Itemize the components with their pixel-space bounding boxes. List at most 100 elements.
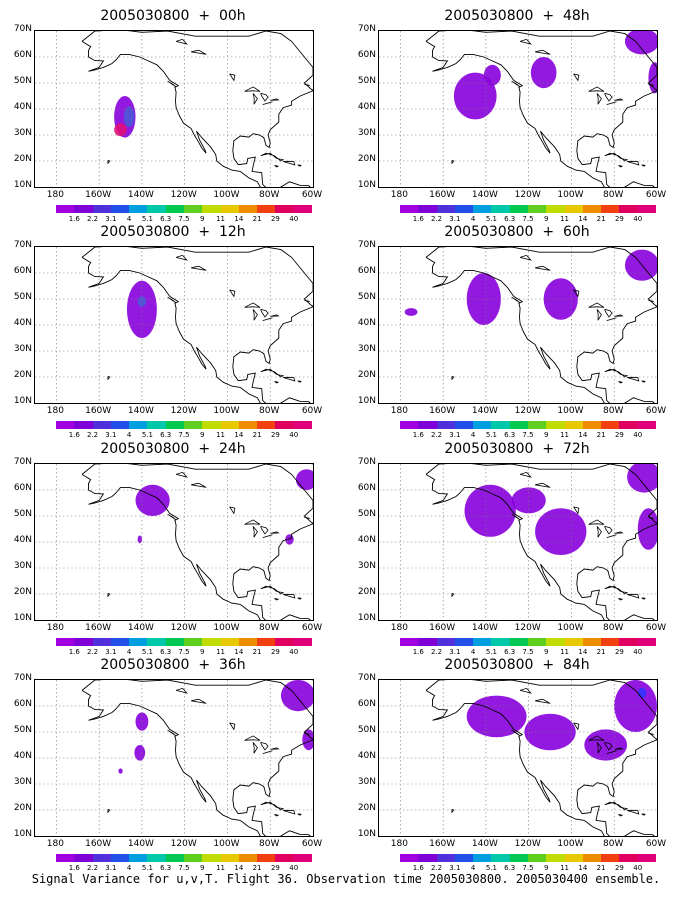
colorbar-swatch [129,205,148,213]
coastline [252,526,258,538]
coastline [175,471,188,478]
colorbar-swatch [418,854,437,862]
coastline [260,742,269,751]
colorbar-label: 29 [614,864,624,872]
y-tick-label: 40N [13,318,32,328]
variance-blob [404,308,418,316]
coastline [648,299,655,303]
x-tick-label: 60W [645,190,667,200]
coastline [304,299,311,303]
x-tick-label: 160W [85,190,112,200]
colorbar-label: 2.2 [430,215,443,223]
y-tick-label: 30N [357,344,376,354]
y-tick-label: 60N [13,699,32,709]
x-tick-label: 120W [170,623,197,633]
coastline [297,164,302,167]
colorbar-swatch [400,854,419,862]
colorbar-label: 21 [596,431,606,439]
colorbar-swatch [527,638,547,646]
colorbar-label: 2.2 [86,215,99,223]
coastline [606,750,617,754]
colorbar-label: 3.1 [105,648,117,656]
y-tick-label: 60N [13,266,32,276]
colorbar-swatch [436,205,455,213]
colorbar-swatch [183,205,203,213]
coastline [425,31,657,187]
colorbar-swatch [74,638,93,646]
colorbar-label: 29 [270,864,280,872]
colorbar-swatch [400,638,419,646]
x-tick-label: 180 [390,190,408,200]
coastline [274,598,280,601]
coastline [519,687,532,694]
x-tick-label: 140W [127,839,154,849]
map-canvas [379,247,657,403]
colorbar-label: 5.1 [141,431,153,439]
colorbar-swatch [257,421,276,429]
colorbar-swatch [165,854,184,862]
colorbar-label: 14 [234,431,244,439]
colorbar-swatch [202,205,221,213]
y-tick-label: 60N [357,483,376,493]
colorbar-label: 11 [216,431,226,439]
coastline [535,482,551,488]
x-tick-label: 140W [471,406,498,416]
variance-blob [466,695,527,738]
colorbar-swatch [92,205,111,213]
colorbar-label: 7.5 [178,215,190,223]
y-tick-label: 50N [357,76,376,86]
y-tick-label: 20N [357,370,376,380]
variance-blob [114,123,127,137]
coastline [274,381,280,384]
coastline [648,83,655,87]
x-tick-label: 160W [429,623,456,633]
x-tick-label: 160W [429,839,456,849]
y-tick-label: 40N [357,535,376,545]
colorbar-label: 6.3 [504,215,516,223]
colorbar-label: 21 [596,648,606,656]
coastline [604,309,613,318]
coastline [451,375,455,380]
colorbar-swatch [74,205,93,213]
colorbar-label: 40 [289,215,299,223]
coastline [588,735,605,741]
colorbar-swatch [436,421,455,429]
variance-blob [483,64,501,86]
panel-title: 2005030800 + 60h [444,224,590,240]
coastline [626,593,640,599]
colorbar-label: 29 [614,431,624,439]
colorbar-swatch [436,638,455,646]
y-tick-label: 70N [357,24,376,34]
colorbar-label: 5.1 [141,215,153,223]
coastline [511,729,521,737]
coastline [81,31,313,187]
colorbar-swatch [619,638,638,646]
colorbar-label: 29 [270,648,280,656]
variance-blob [135,712,149,731]
colorbar-label: 1.6 [68,648,80,656]
x-tick-label: 140W [127,190,154,200]
map-canvas [379,31,657,187]
colorbar-swatch [56,854,75,862]
colorbar-swatch [74,421,93,429]
coastline [270,747,280,750]
colorbar-label: 7.5 [178,648,190,656]
x-tick-label: 80W [603,839,624,849]
variance-blob [302,729,313,751]
y-tick-label: 50N [357,509,376,519]
colorbar-swatch [582,638,602,646]
coastline [451,808,455,813]
x-tick-label: 60W [301,623,323,633]
y-tick-label: 10N [13,613,32,623]
colorbar-swatch [509,205,528,213]
coastline [252,309,258,321]
coastline [297,380,302,383]
colorbar-label: 14 [578,431,588,439]
colorbar-swatch [473,421,492,429]
x-tick-label: 120W [170,406,197,416]
y-tick-label: 40N [13,535,32,545]
variance-blob [530,57,557,89]
colorbar-label: 29 [270,431,280,439]
coastline [274,165,280,168]
colorbar-label: 4 [470,431,476,439]
